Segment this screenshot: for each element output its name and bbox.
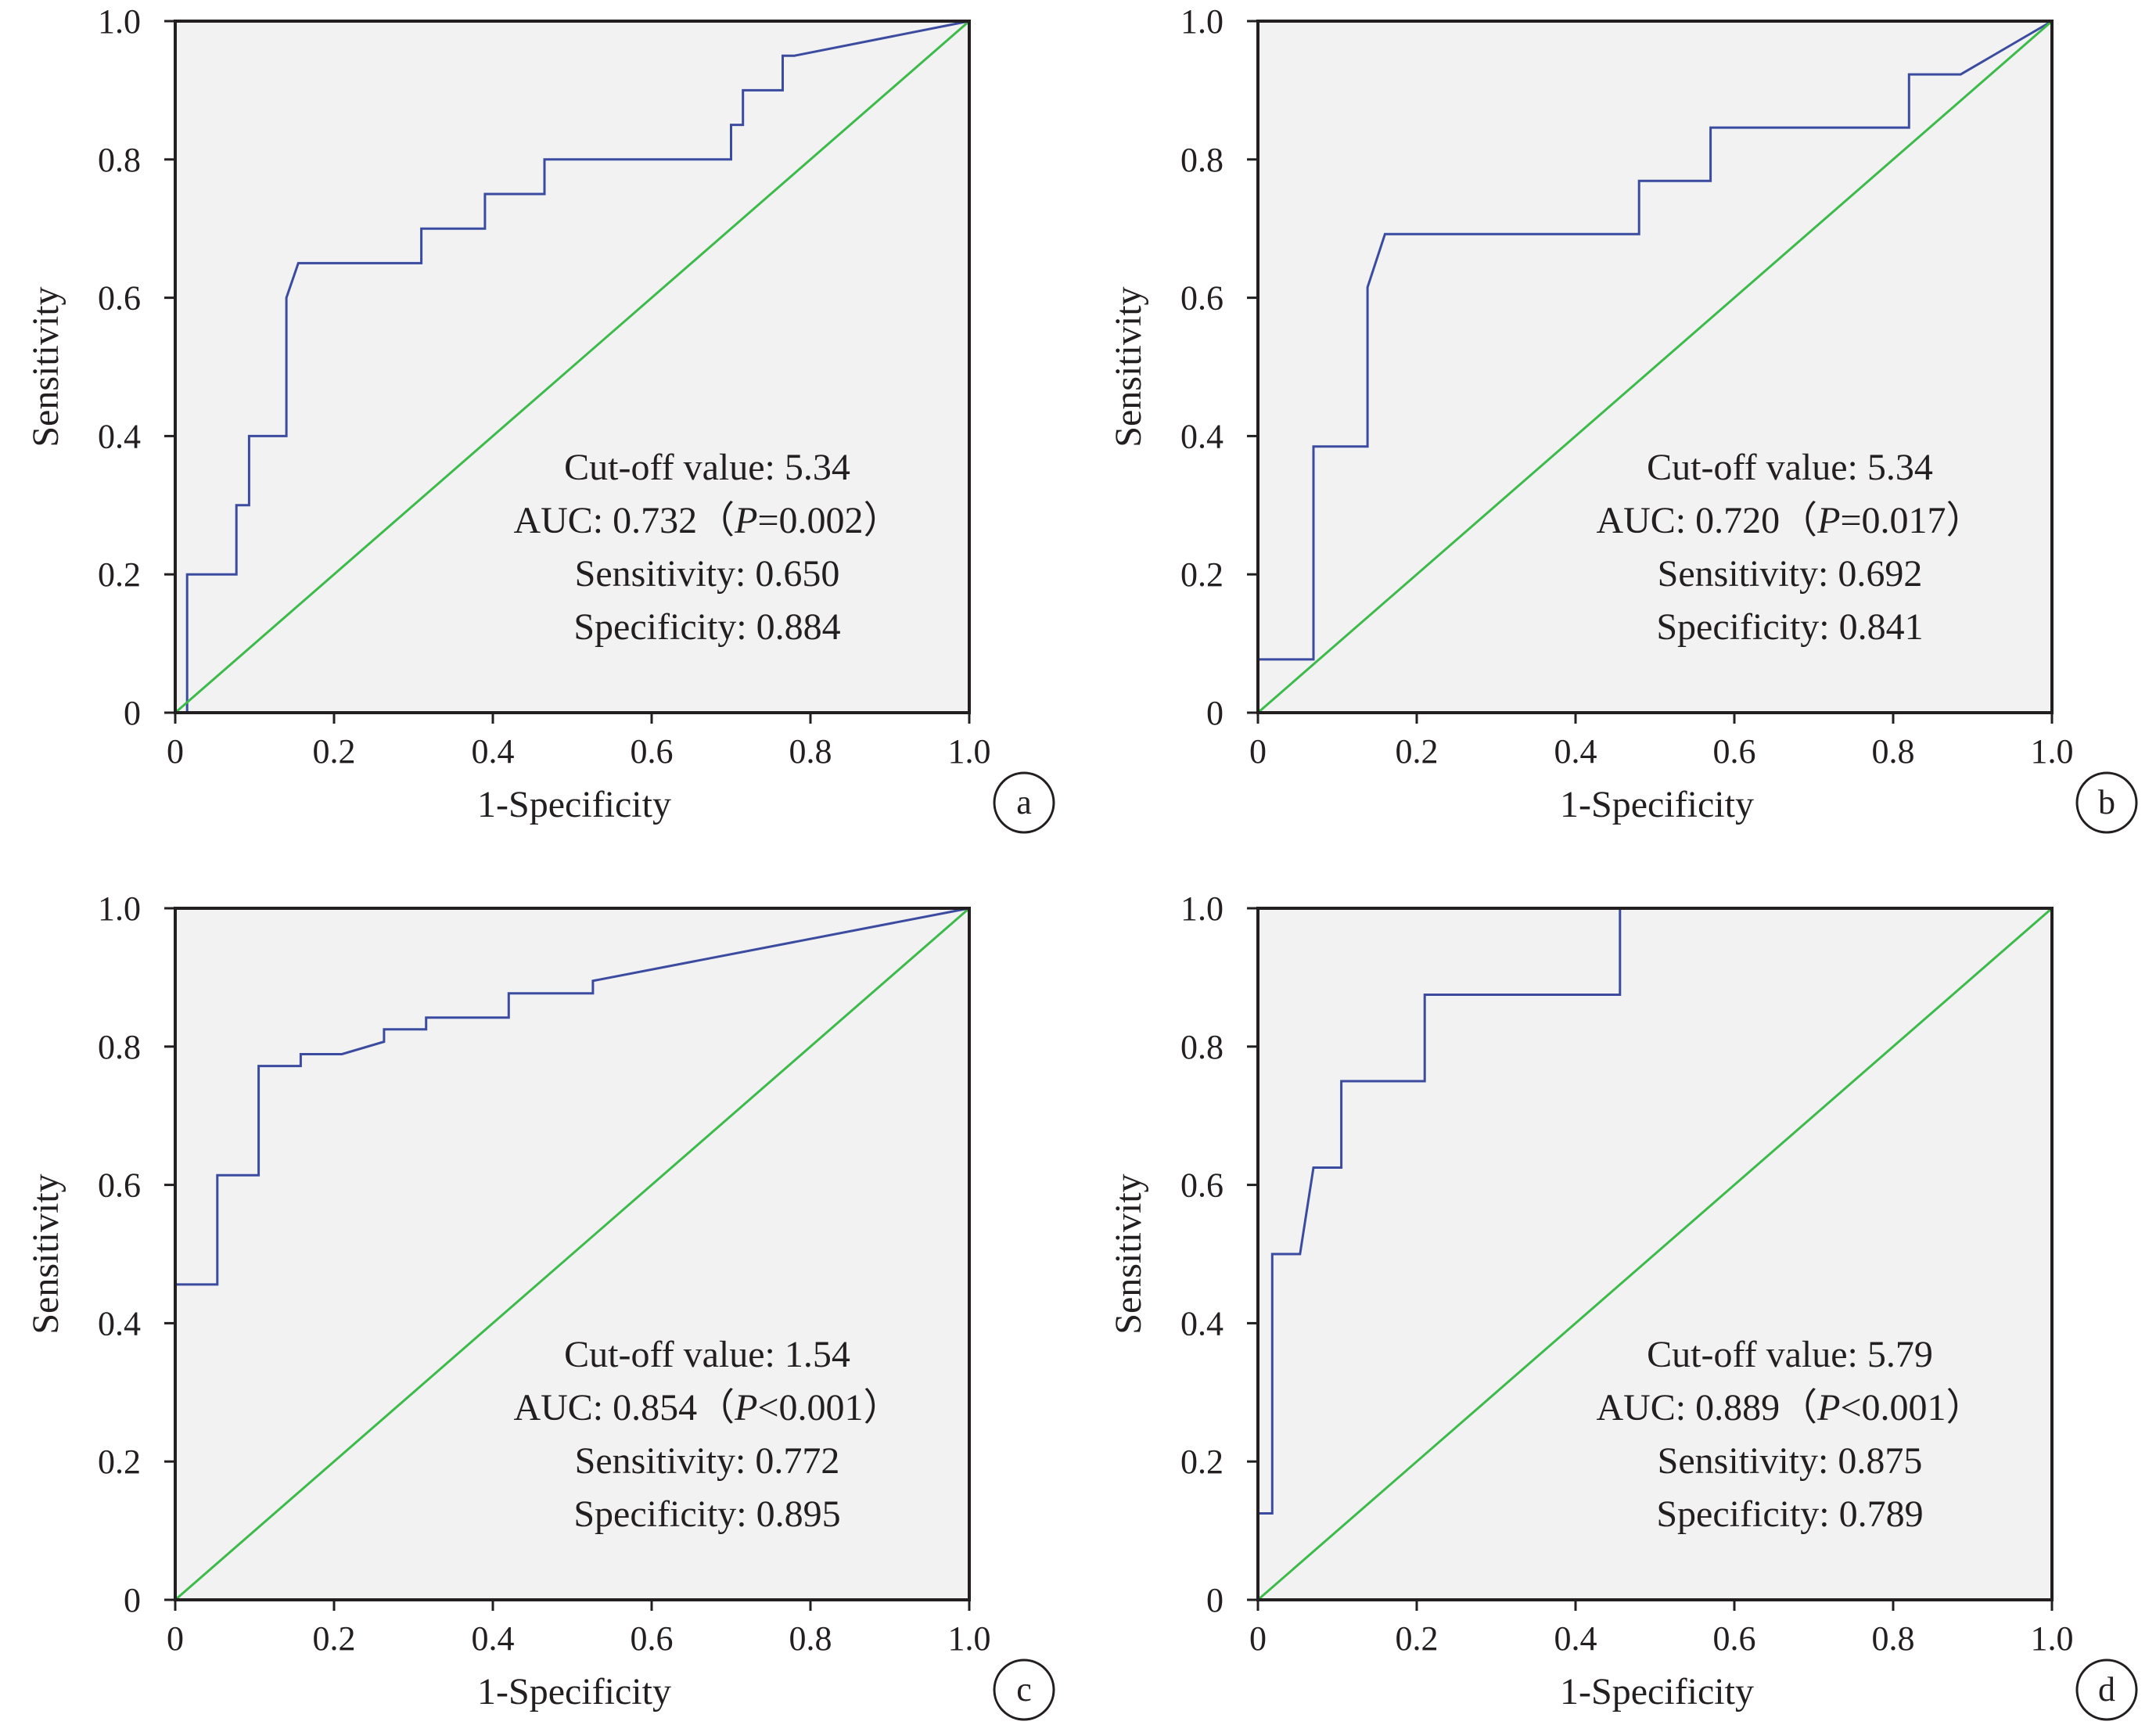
x-tick-label: 0.8	[1872, 1619, 1915, 1658]
y-tick-label: 0.8	[98, 1028, 141, 1066]
y-axis-title: Sensitivity	[1108, 286, 1149, 447]
y-tick-label: 1.0	[98, 889, 141, 928]
panel-label: d	[2098, 1670, 2115, 1709]
y-tick-label: 0	[1206, 694, 1224, 732]
y-tick-label: 0	[1206, 1581, 1224, 1619]
annotation-line: Sensitivity: 0.650	[575, 553, 840, 595]
x-tick-label: 0	[1249, 1619, 1267, 1658]
y-tick-label: 0.6	[98, 1166, 141, 1205]
plot-frame	[174, 20, 971, 714]
y-tick-label: 0.8	[98, 141, 141, 179]
y-tick-label: 0.2	[1180, 555, 1224, 594]
roc-panel-a: 0 0.2 0.4 0.6 0.8 1.0 0 0.2 0.4 0.6 0.8 1.0 1-Specif…	[25, 2, 1055, 834]
x-tick-label: 0.4	[1554, 1619, 1597, 1658]
y-tick-label: 1.0	[1180, 2, 1224, 41]
y-tick-label: 0.2	[1180, 1443, 1224, 1481]
panel-label: c	[1016, 1670, 1032, 1709]
y-tick-label: 0.2	[98, 1443, 141, 1481]
annotation-line: AUC: 0.720（P=0.017）	[1596, 500, 1983, 541]
y-tick-label: 0.2	[98, 555, 141, 594]
x-tick-label: 0.2	[1396, 1619, 1439, 1658]
y-tick-label: 0.4	[1180, 417, 1224, 455]
y-axis-title: Sensitivity	[25, 1173, 66, 1334]
x-tick-label: 0.6	[1713, 1619, 1756, 1658]
x-tick-label: 0.4	[472, 1619, 515, 1658]
x-axis-title: 1-Specificity	[477, 1671, 671, 1712]
roc-panel-b: 0 0.2 0.4 0.6 0.8 1.0 0 0.2 0.4 0.6 0.8 1.0 1-Specif…	[1108, 2, 2138, 834]
roc-curve	[1256, 907, 2052, 1600]
panel-label-circle	[2075, 771, 2138, 834]
panel-label: a	[1016, 783, 1032, 821]
x-tick-label: 0.2	[313, 732, 356, 771]
panel-label-circle	[993, 1659, 1055, 1721]
annotation-line: Cut-off value: 1.54	[564, 1334, 850, 1375]
roc-panel-d: 0 0.2 0.4 0.6 0.8 1.0 0 0.2 0.4 0.6 0.8 1.0 1-Specif…	[1108, 889, 2138, 1721]
annotation-line: AUC: 0.854（P<0.001）	[513, 1387, 900, 1429]
x-tick-label: 0.6	[1713, 732, 1756, 771]
y-axis-title: Sensitivity	[1108, 1173, 1149, 1334]
x-tick-label: 0.8	[1872, 732, 1915, 771]
x-tick-label: 0.6	[631, 1619, 674, 1658]
panel-label: b	[2098, 783, 2115, 821]
y-axis-title: Sensitivity	[25, 286, 66, 447]
y-tick-label: 0.8	[1180, 1028, 1224, 1066]
roc-curve	[1256, 20, 2053, 713]
x-tick-label: 0	[167, 1619, 184, 1658]
x-tick-label: 0.2	[1396, 732, 1439, 771]
annotation-line: Specificity: 0.841	[1656, 606, 1923, 648]
x-axis-title: 1-Specificity	[477, 784, 671, 825]
y-tick-label: 0.6	[1180, 279, 1224, 318]
panel-label-circle	[2075, 1659, 2138, 1721]
x-tick-label: 0	[167, 732, 184, 771]
annotation-line: Sensitivity: 0.875	[1658, 1440, 1923, 1482]
plot-frame	[1256, 907, 2054, 1601]
y-tick-label: 0.4	[1180, 1304, 1224, 1342]
y-tick-label: 1.0	[98, 2, 141, 41]
y-tick-label: 0.6	[1180, 1166, 1224, 1205]
y-tick-label: 0.6	[98, 279, 141, 318]
annotation-line: Cut-off value: 5.79	[1647, 1334, 1933, 1375]
annotation-line: Specificity: 0.895	[573, 1493, 840, 1535]
reference-diagonal	[174, 907, 970, 1601]
y-tick-label: 0.4	[98, 417, 141, 455]
annotation-line: Sensitivity: 0.772	[575, 1440, 840, 1482]
y-tick-label: 0	[124, 694, 141, 732]
x-tick-label: 0.4	[1554, 732, 1597, 771]
x-tick-label: 1.0	[2031, 1619, 2074, 1658]
roc-panel-c: 0 0.2 0.4 0.6 0.8 1.0 0 0.2 0.4 0.6 0.8 1.0 1-Specif…	[25, 889, 1055, 1721]
y-tick-label: 0.4	[98, 1304, 141, 1342]
x-tick-label: 1.0	[948, 1619, 991, 1658]
plot-frame	[1256, 20, 2054, 714]
x-axis-title: 1-Specificity	[1560, 1671, 1754, 1712]
x-tick-label: 0.6	[631, 732, 674, 771]
annotation-line: Sensitivity: 0.692	[1658, 553, 1923, 595]
y-tick-label: 0	[124, 1581, 141, 1619]
x-tick-label: 1.0	[948, 732, 991, 771]
annotation-line: Specificity: 0.789	[1656, 1493, 1923, 1535]
annotation-line: AUC: 0.732（P=0.002）	[513, 500, 900, 541]
reference-diagonal	[174, 20, 970, 714]
annotation-line: Cut-off value: 5.34	[564, 447, 850, 488]
panel-label-circle	[993, 771, 1055, 834]
x-tick-label: 0.4	[472, 732, 515, 771]
annotation-line: Cut-off value: 5.34	[1647, 447, 1933, 488]
roc-curve	[175, 20, 970, 714]
annotation-line: AUC: 0.889（P<0.001）	[1596, 1387, 1983, 1429]
x-tick-label: 0.8	[789, 732, 832, 771]
y-tick-label: 1.0	[1180, 889, 1224, 928]
x-tick-label: 0	[1249, 732, 1267, 771]
reference-diagonal	[1257, 907, 2053, 1601]
x-tick-label: 0.2	[313, 1619, 356, 1658]
annotation-line: Specificity: 0.884	[573, 606, 840, 648]
x-axis-title: 1-Specificity	[1560, 784, 1754, 825]
x-tick-label: 1.0	[2031, 732, 2074, 771]
plot-frame	[174, 907, 971, 1601]
reference-diagonal	[1257, 20, 2053, 714]
x-tick-label: 0.8	[789, 1619, 832, 1658]
roc-curve	[174, 907, 970, 1600]
y-tick-label: 0.8	[1180, 141, 1224, 179]
